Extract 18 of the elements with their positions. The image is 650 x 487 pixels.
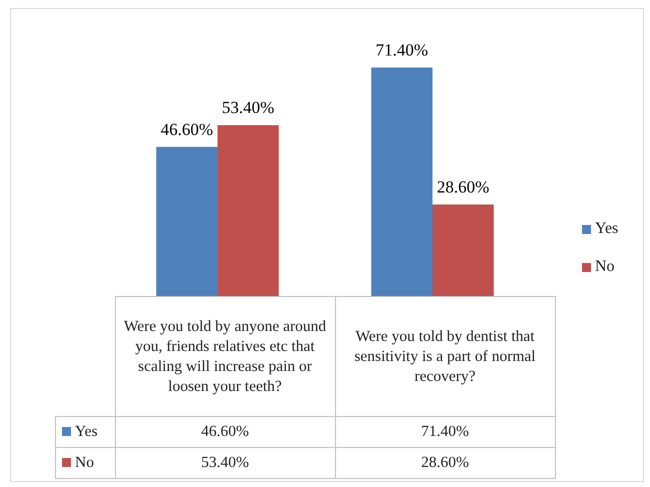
legend-label: No	[594, 257, 616, 277]
data-label: 46.60%	[115, 416, 335, 448]
bar	[218, 125, 279, 296]
x-tick-label: Were you told by anyone around you, friends relatives etc that scaling will increase pain or loosen your teeth?	[115, 296, 335, 416]
text: 28.60%	[436, 177, 490, 196]
bar	[432, 204, 494, 296]
x-tick-label: Were you told by dentist that sensitivity is a part of normal recovery?	[335, 296, 555, 416]
bar	[156, 146, 218, 296]
data-label: 53.40%	[115, 448, 335, 478]
data-label: 71.40%	[335, 416, 555, 448]
legend-label: Yes	[56, 416, 115, 448]
text: 71.40%	[376, 40, 428, 60]
text: 46.60%	[160, 120, 214, 139]
text: Yes	[595, 220, 618, 237]
data-label: 28.60%	[335, 448, 555, 478]
bar	[371, 68, 432, 296]
text: 53.40%	[222, 98, 274, 118]
text: No	[75, 454, 94, 471]
